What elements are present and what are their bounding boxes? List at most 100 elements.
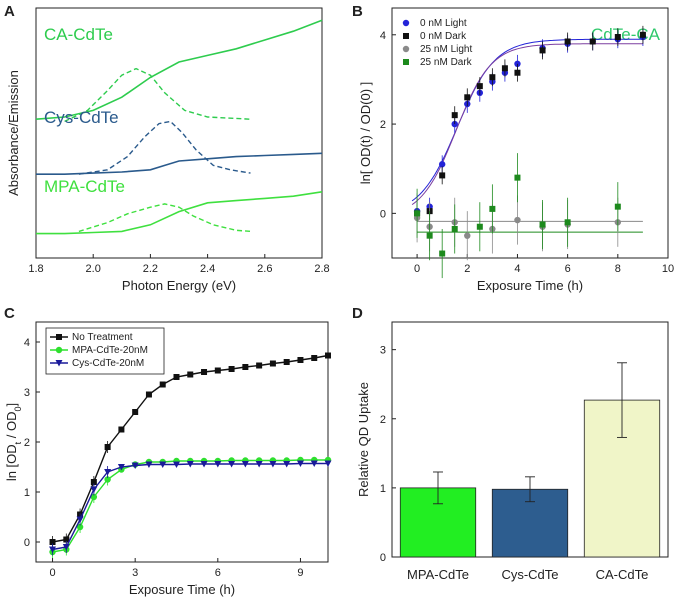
data-point — [256, 362, 263, 369]
data-point — [311, 355, 318, 361]
absorbance-line — [36, 152, 323, 175]
x-category-label: MPA-CdTe — [407, 567, 469, 582]
data-point — [118, 426, 125, 433]
y-tick-label: 0 — [24, 537, 30, 549]
data-point — [63, 536, 70, 543]
x-tick-label: 4 — [514, 263, 520, 275]
panel-label-b: B — [352, 3, 363, 20]
emission-line — [64, 67, 251, 123]
legend-label: 25 nM Light — [420, 44, 472, 55]
series-line — [52, 459, 328, 553]
data-point — [539, 47, 546, 54]
y-tick-label: 2 — [380, 119, 386, 131]
x-tick-label: 10 — [662, 263, 674, 275]
data-point — [451, 112, 458, 119]
panel-d-chart: 0 1 2 3 Relative QD Uptake MPA-CdTe Cys-CdTe CA… — [356, 321, 669, 582]
x-tick-label: 8 — [615, 263, 621, 275]
data-point — [426, 232, 433, 239]
plot-frame — [35, 7, 323, 259]
legend-marker — [402, 45, 410, 53]
emission-line — [78, 120, 251, 175]
data-point — [214, 461, 222, 468]
data-point — [451, 225, 458, 232]
legend-box — [45, 327, 165, 375]
data-point — [297, 357, 304, 363]
y-tick-label: 3 — [380, 345, 386, 357]
legend-label: No Treatment — [72, 332, 133, 343]
y-tick-label: 1 — [24, 487, 30, 499]
data-point — [325, 352, 331, 359]
y-tick-label: 0 — [380, 208, 386, 220]
panel-label-c: C — [4, 305, 15, 322]
data-point — [187, 371, 194, 378]
x-axis-title: Photon Energy (eV) — [122, 278, 236, 293]
legend-label: 25 nM Dark — [420, 57, 473, 68]
legend-marker — [55, 346, 63, 354]
panel-b-chart: 0 2 4 6 8 10 0 2 4 Exposure Time (h) ln[ OD(t) / O… — [358, 7, 674, 293]
data-point — [104, 469, 112, 476]
fit-curve — [411, 43, 643, 206]
legend-marker — [402, 19, 410, 27]
x-tick-label: 2.0 — [86, 263, 101, 275]
y-axis-title-part: ] — [4, 403, 19, 407]
data-point — [614, 34, 621, 41]
legend-marker — [56, 334, 62, 340]
data-point — [186, 461, 194, 468]
panel-label-a: A — [4, 3, 15, 20]
data-point — [173, 374, 180, 380]
data-point — [489, 205, 496, 212]
x-tick-label: 2 — [464, 263, 470, 275]
data-point — [501, 65, 508, 72]
data-point — [514, 174, 521, 181]
data-point — [414, 210, 421, 217]
x-tick-label: 2.8 — [314, 263, 329, 275]
data-point — [201, 369, 208, 375]
data-point — [132, 409, 139, 415]
y-tick-label: 2 — [380, 414, 386, 426]
data-point — [214, 367, 221, 374]
data-point — [62, 544, 70, 551]
absorbance-line — [36, 191, 323, 235]
data-point — [49, 546, 57, 553]
panel-a-chart: 1.8 2.0 2.2 2.4 2.6 2.8 Photon Energy (eV) Abso… — [6, 7, 330, 293]
data-point — [49, 539, 56, 545]
data-point — [514, 69, 521, 76]
x-tick-label: 2.2 — [143, 263, 158, 275]
data-point — [159, 381, 166, 388]
data-point — [255, 461, 263, 468]
data-point — [228, 461, 236, 468]
x-tick-label: 1.8 — [28, 263, 43, 275]
x-tick-label: 6 — [215, 567, 221, 579]
data-point — [104, 444, 111, 450]
data-point — [476, 223, 483, 230]
chart-title: CdTe-CA — [591, 25, 661, 44]
data-point — [639, 31, 646, 38]
x-category-label: Cys-CdTe — [501, 567, 558, 582]
data-point — [539, 221, 546, 228]
panel-label-d: D — [352, 305, 363, 322]
plot-frame — [391, 7, 669, 259]
x-tick-label: 2.6 — [257, 263, 272, 275]
data-point — [464, 94, 471, 101]
data-point — [614, 203, 621, 210]
legend-label: 0 nM Light — [420, 18, 467, 29]
data-point — [159, 461, 167, 468]
x-tick-label: 2.4 — [200, 263, 215, 275]
legend-marker — [55, 360, 63, 367]
data-point — [117, 464, 125, 471]
data-point — [589, 38, 596, 45]
y-tick-label: 4 — [380, 30, 386, 42]
data-point — [476, 83, 483, 90]
data-point — [564, 38, 571, 45]
data-point — [228, 366, 235, 372]
data-point — [269, 360, 276, 367]
y-axis-title: ln[ OD(t) / OD(0) ] — [358, 82, 373, 185]
legend-label: 0 nM Dark — [420, 31, 467, 42]
data-point — [242, 364, 249, 370]
x-tick-label: 6 — [565, 263, 571, 275]
data-point — [283, 461, 291, 468]
y-axis-title-part: / OD — [4, 411, 19, 441]
data-point — [283, 359, 290, 365]
data-point — [90, 479, 97, 485]
